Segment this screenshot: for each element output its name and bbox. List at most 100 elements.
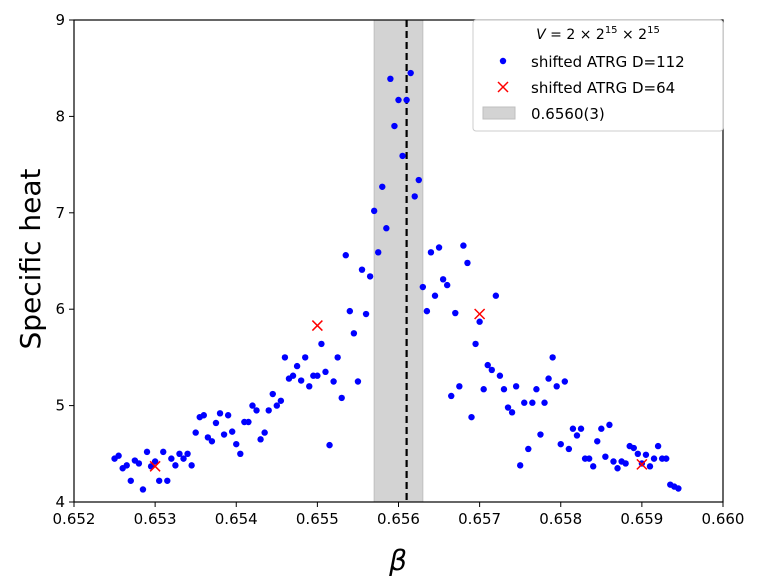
data-point-d112	[269, 390, 276, 398]
data-point-d112	[302, 354, 309, 361]
data-point-d112	[375, 249, 382, 256]
data-point-d112	[387, 75, 394, 83]
data-point-d64	[149, 460, 161, 472]
legend: V = 2 × 215 × 215 shifted ATRG D=112 shift…	[472, 19, 724, 132]
legend-label-band: 0.6560(3)	[531, 105, 605, 123]
data-point-d112	[480, 386, 487, 393]
data-point-d112	[622, 460, 629, 467]
data-point-d112	[192, 429, 199, 436]
data-point-d112	[233, 440, 240, 448]
cross-stroke	[474, 308, 486, 320]
data-point-d112	[322, 368, 329, 376]
data-point-d112	[614, 465, 621, 472]
data-point-d112	[492, 292, 500, 299]
cross-stroke	[149, 460, 161, 472]
data-point-d112	[342, 252, 349, 259]
data-point-d112	[448, 392, 455, 400]
data-point-d112	[496, 372, 504, 379]
legend-label-d112: shifted ATRG D=112	[531, 53, 685, 71]
data-point-d112	[675, 485, 682, 492]
data-point-d112	[525, 445, 532, 453]
data-point-d112	[460, 242, 467, 249]
data-point-d112	[516, 462, 524, 469]
cross-stroke	[497, 81, 509, 93]
legend-box	[472, 19, 724, 132]
data-point-d112	[346, 307, 354, 315]
data-point-d112	[216, 410, 224, 417]
data-point-d112	[577, 425, 585, 432]
x-axis-label: β	[388, 544, 407, 577]
data-point-d112	[468, 413, 475, 421]
data-point-d112	[318, 340, 325, 348]
data-point-d112	[237, 450, 244, 457]
data-point-d112	[188, 462, 195, 469]
data-point-d112	[362, 310, 370, 318]
data-point-d112	[488, 366, 495, 374]
data-point-d112	[306, 383, 313, 390]
data-point-d112	[537, 431, 544, 438]
data-point-d112	[521, 399, 528, 406]
x-tick-label: 0.655	[296, 510, 339, 528]
legend-marker-d112	[499, 57, 507, 65]
data-point-d112	[456, 383, 463, 390]
y-tick-label: 4	[55, 493, 65, 511]
data-point-d112	[561, 378, 569, 385]
data-point-d112	[164, 477, 171, 484]
data-point-d112	[383, 225, 390, 232]
cross-stroke	[636, 458, 648, 470]
legend-label-d64: shifted ATRG D=64	[531, 79, 675, 97]
data-point-d112	[443, 281, 451, 289]
plot-area	[111, 19, 682, 503]
data-point-d112	[403, 96, 410, 104]
data-point-d112	[208, 438, 216, 445]
data-point-d112	[435, 244, 443, 251]
data-point-d112	[642, 451, 650, 458]
data-point-d112	[257, 436, 264, 443]
data-point-d112	[330, 378, 337, 385]
data-point-d112	[533, 386, 540, 393]
data-point-d112	[541, 399, 548, 406]
data-point-d112	[464, 259, 471, 267]
data-point-d112	[139, 486, 147, 493]
data-point-d112	[663, 455, 670, 462]
y-tick-label: 9	[55, 11, 65, 29]
y-tick-label: 6	[55, 300, 65, 318]
y-tick-label: 5	[55, 397, 65, 415]
data-point-d112	[160, 448, 167, 456]
y-tick-label: 7	[55, 204, 65, 222]
data-point-d112	[569, 425, 577, 432]
data-point-d112	[168, 455, 175, 462]
data-point-d112	[419, 283, 427, 291]
data-point-d64	[311, 320, 323, 332]
data-point-d112	[646, 463, 654, 470]
data-point-d112	[358, 266, 366, 273]
data-point-d112	[594, 438, 601, 445]
uncertainty-band	[373, 19, 424, 503]
data-point-d112	[265, 407, 272, 414]
data-point-d112	[431, 292, 439, 299]
data-point-d112	[529, 399, 536, 406]
data-point-d112	[553, 383, 560, 390]
data-point-d112	[127, 477, 134, 484]
data-point-d112	[184, 450, 191, 457]
data-point-d112	[297, 377, 305, 384]
data-point-d112	[484, 361, 491, 369]
data-point-d112	[334, 354, 341, 361]
data-point-d112	[123, 462, 130, 469]
data-point-d112	[379, 183, 386, 190]
data-point-d112	[115, 452, 122, 459]
data-point-d112	[545, 375, 552, 382]
data-point-d112	[354, 378, 362, 385]
data-point-d112	[427, 249, 435, 256]
data-point-d112	[249, 402, 256, 409]
x-tick-label: 0.653	[134, 510, 177, 528]
data-point-d112	[610, 458, 617, 465]
data-point-d112	[585, 455, 593, 462]
data-point-d112	[598, 425, 605, 432]
data-point-d112	[172, 462, 179, 469]
data-point-d112	[180, 455, 187, 462]
data-point-d112	[273, 402, 281, 409]
data-point-d112	[573, 432, 581, 439]
data-point-d112	[399, 152, 406, 160]
data-point-d112	[155, 477, 163, 484]
